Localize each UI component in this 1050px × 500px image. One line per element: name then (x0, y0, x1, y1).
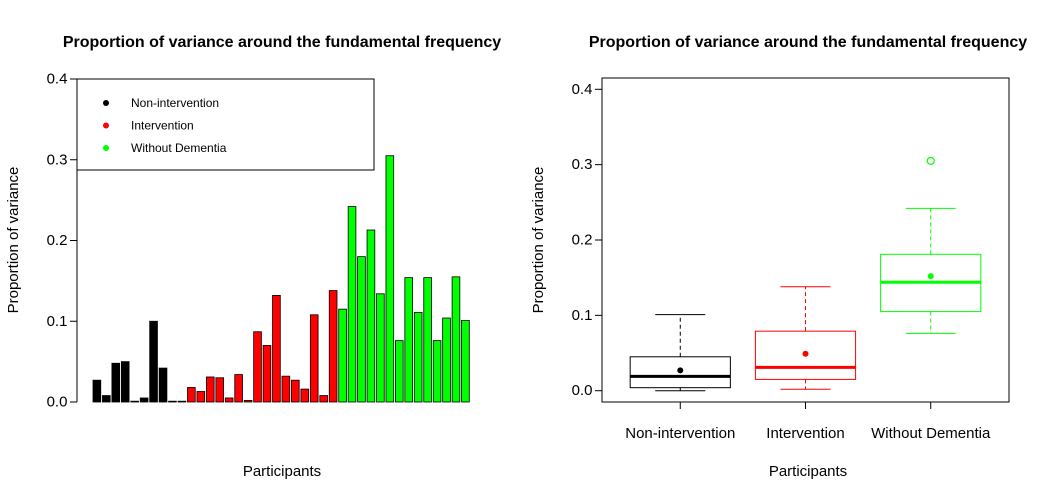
bar-without-dementia (451, 276, 461, 403)
bar-non-intervention (168, 400, 177, 403)
bar-non-intervention (92, 379, 102, 403)
x-tick-label: Intervention (766, 425, 844, 442)
bar-intervention (196, 391, 206, 403)
bar-non-intervention (120, 361, 130, 403)
bar-intervention (300, 388, 310, 403)
mean-point (802, 350, 809, 357)
bar-intervention (205, 376, 215, 403)
right-box-plot: 0.0 0.1 0.2 0.3 0.4 Non-intervention Intervent… (572, 77, 1010, 442)
left-y-tick-label: 0.3 (47, 151, 68, 168)
mean-point (677, 367, 684, 374)
bar-without-dementia (442, 317, 451, 403)
right-chart-xlabel: Participants (769, 463, 847, 480)
legend-label: Without Dementia (131, 141, 227, 155)
right-y-tick-label: 0.2 (572, 232, 593, 249)
box-intervention: Intervention (754, 286, 857, 442)
bar-intervention (309, 314, 319, 403)
left-y-tick-label: 0.1 (47, 313, 68, 330)
right-chart-ylabel: Proportion of variance (530, 167, 547, 314)
box-non-intervention: Non-intervention (625, 314, 735, 442)
bar-without-dementia (413, 311, 423, 403)
right-y-tick-label: 0.1 (572, 307, 593, 324)
bar-intervention (224, 397, 234, 403)
bar-without-dementia (376, 293, 385, 403)
bar-non-intervention (177, 400, 187, 403)
bar-intervention (262, 345, 272, 403)
x-tick-label: Non-intervention (625, 425, 735, 442)
legend-label: Intervention (131, 119, 194, 133)
legend-label: Non-intervention (131, 96, 219, 110)
left-legend: Non-intervention Intervention Without Deme… (76, 78, 375, 171)
bar-non-intervention (149, 320, 158, 403)
left-bar-chart: 0.0 0.1 0.2 0.3 0.4 Non-intervention Intervent… (47, 71, 470, 411)
bar-without-dementia (404, 277, 414, 403)
outlier-point (926, 156, 935, 165)
bar-without-dementia (338, 308, 347, 403)
left-chart-title: Proportion of variance around the fundam… (63, 34, 501, 51)
left-chart-ylabel: Proportion of variance (5, 167, 22, 314)
bar-intervention (281, 375, 291, 403)
bar-intervention (291, 379, 300, 403)
bar-non-intervention (158, 367, 168, 403)
bar-without-dementia (347, 206, 357, 403)
bar-without-dementia (394, 340, 404, 403)
bar-intervention (215, 377, 225, 403)
bar-intervention (328, 290, 338, 403)
bar-non-intervention (102, 395, 111, 403)
bar-non-intervention (111, 362, 121, 403)
left-y-tick-label: 0.2 (47, 232, 68, 249)
bar-without-dementia (432, 340, 442, 403)
right-y-tick-label: 0.4 (572, 81, 593, 98)
left-chart-xlabel: Participants (243, 463, 321, 480)
bar-non-intervention (139, 397, 149, 403)
legend-box (76, 78, 375, 171)
legend-marker (103, 100, 109, 106)
bar-without-dementia (461, 320, 470, 403)
x-tick-label: Without Dementia (871, 425, 991, 442)
legend-marker (103, 145, 109, 151)
bar-without-dementia (357, 256, 366, 403)
bar-intervention (234, 374, 243, 403)
bar-non-intervention (130, 400, 139, 403)
legend-marker (103, 122, 109, 129)
bar-intervention (187, 387, 196, 403)
left-y-tick-label: 0.4 (47, 71, 68, 88)
right-chart-title: Proportion of variance around the fundam… (589, 34, 1027, 51)
bar-intervention (243, 399, 253, 403)
bar-intervention (319, 395, 328, 403)
bar-without-dementia (423, 277, 432, 403)
bar-intervention (272, 295, 281, 403)
mean-point (927, 273, 934, 280)
bar-intervention (253, 331, 262, 403)
right-y-tick-label: 0.0 (572, 382, 593, 399)
box-without-dementia: Without Dementia (871, 156, 991, 442)
bar-without-dementia (385, 155, 395, 403)
bar-without-dementia (366, 229, 376, 403)
left-y-tick-label: 0.0 (47, 394, 68, 411)
right-y-tick-label: 0.3 (572, 156, 593, 173)
